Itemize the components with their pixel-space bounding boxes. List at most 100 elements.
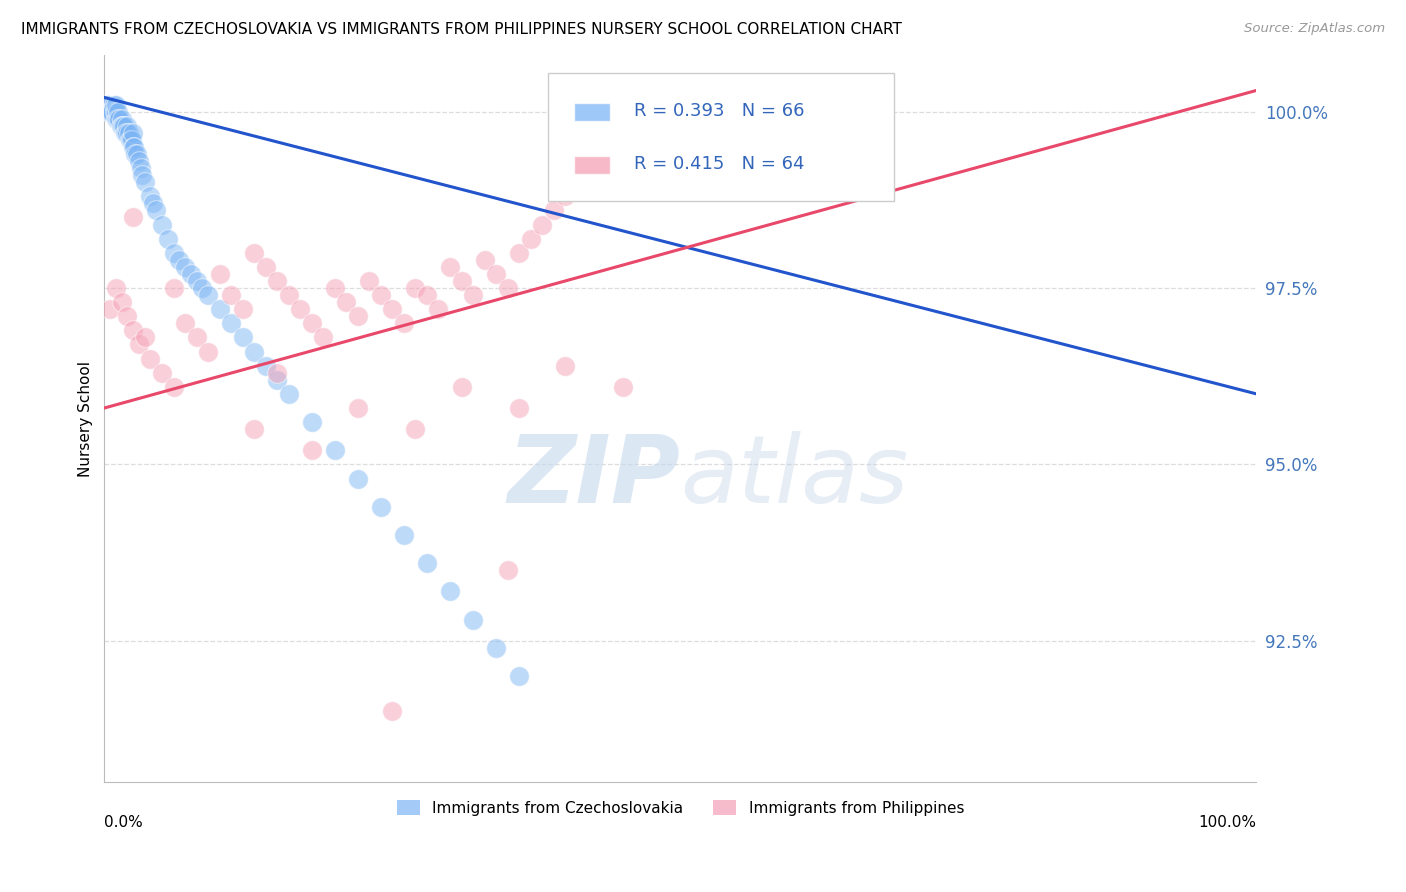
Point [232,330,254,344]
Point [186,330,208,344]
Point [100,104,122,119]
Point [301,443,323,458]
Point [219,288,242,302]
Point [124,140,146,154]
Point [104,104,127,119]
Text: 100.0%: 100.0% [1198,814,1257,830]
Point [508,669,530,683]
Point [461,613,484,627]
Point [104,112,127,126]
Point [508,245,530,260]
Point [139,189,162,203]
Point [346,401,368,415]
Point [111,295,134,310]
Point [134,175,156,189]
Point [623,104,645,119]
Point [335,295,357,310]
Point [439,584,461,599]
Point [121,133,143,147]
Point [111,112,134,126]
Point [404,422,426,436]
Point [612,119,634,133]
Point [122,126,145,140]
Point [554,189,576,203]
Point [118,133,141,147]
FancyBboxPatch shape [575,156,610,174]
Point [122,323,145,337]
Point [162,281,184,295]
Point [107,104,129,119]
Point [180,267,202,281]
Point [254,260,277,274]
Point [117,126,139,140]
Point [110,119,132,133]
Point [381,705,404,719]
Point [104,104,127,119]
Legend: Immigrants from Czechoslovakia, Immigrants from Philippines: Immigrants from Czechoslovakia, Immigran… [391,793,970,822]
Point [96,97,118,112]
Point [107,112,129,126]
Point [111,119,134,133]
Point [167,252,190,267]
Point [243,245,266,260]
Point [508,401,530,415]
Point [496,281,519,295]
Point [381,302,404,317]
Point [370,500,392,514]
Point [98,104,121,119]
Point [134,330,156,344]
Point [254,359,277,373]
Point [105,112,128,126]
FancyBboxPatch shape [575,103,610,121]
Point [191,281,214,295]
Point [612,380,634,394]
Point [174,260,197,274]
Point [98,104,121,119]
Point [150,366,173,380]
Point [450,380,472,394]
Point [301,415,323,429]
Point [129,161,152,175]
Point [461,288,484,302]
Point [370,288,392,302]
Point [111,119,134,133]
Point [392,528,415,542]
Text: Source: ZipAtlas.com: Source: ZipAtlas.com [1244,22,1385,36]
Point [115,126,138,140]
Point [114,126,136,140]
Point [174,316,197,330]
Point [565,175,588,189]
Text: R = 0.415   N = 64: R = 0.415 N = 64 [634,155,804,173]
Point [290,302,312,317]
Point [104,97,127,112]
Point [277,387,299,401]
Point [450,274,472,288]
Point [519,232,541,246]
Point [122,211,145,225]
Point [120,133,142,147]
Point [416,288,439,302]
Point [416,556,439,570]
Point [122,140,145,154]
Point [634,104,657,119]
Point [439,260,461,274]
Point [150,218,173,232]
Point [145,203,167,218]
Point [485,267,508,281]
Point [427,302,450,317]
Point [576,161,599,175]
Point [474,252,496,267]
Point [142,196,165,211]
Point [117,126,139,140]
Point [312,330,335,344]
Point [104,281,127,295]
Point [301,316,323,330]
Point [392,316,415,330]
Point [266,366,288,380]
Point [323,281,346,295]
Point [108,112,131,126]
Point [404,281,426,295]
Point [323,443,346,458]
Point [197,344,219,359]
Point [156,232,179,246]
